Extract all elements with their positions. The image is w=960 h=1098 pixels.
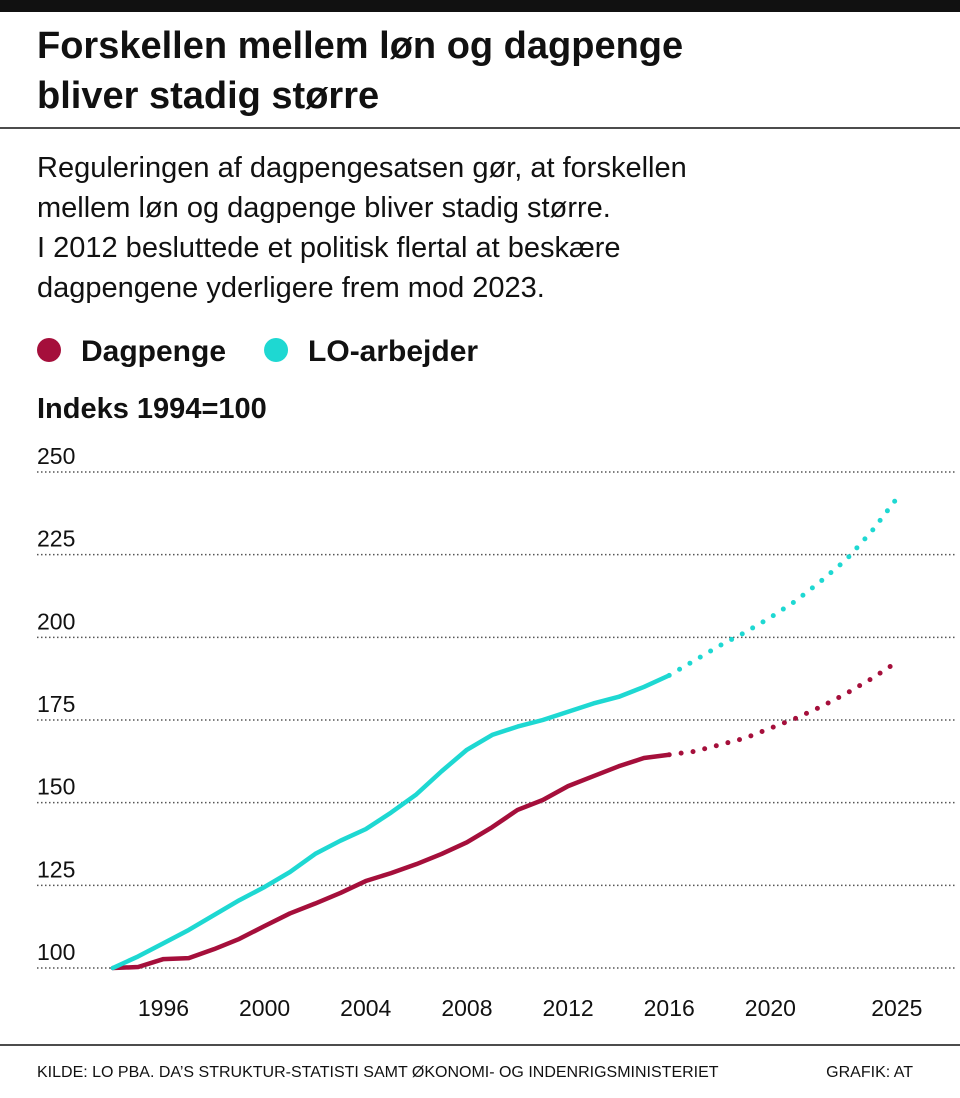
source: KILDE: LO PBA. DA’S STRUKTUR-STATISTI SA… xyxy=(37,1064,719,1081)
x-tick-label: 2020 xyxy=(745,995,796,1021)
subtitle: mellem løn og dagpenge bliver stadig stø… xyxy=(37,192,611,224)
subtitle: I 2012 besluttede et politisk flertal at… xyxy=(37,232,621,264)
legend-marker xyxy=(37,338,61,362)
y-tick-label: 200 xyxy=(37,608,75,634)
x-tick-label: 2012 xyxy=(542,995,593,1021)
y-tick-label: 175 xyxy=(37,691,75,717)
subtitle: Reguleringen af dagpengesatsen gør, at f… xyxy=(37,152,687,184)
chart-title: Forskellen mellem løn og dagpenge xyxy=(37,25,683,67)
x-tick-label: 2025 xyxy=(871,995,922,1021)
x-tick-label: 2008 xyxy=(441,995,492,1021)
y-axis-label: Indeks 1994=100 xyxy=(37,393,267,425)
x-tick-label: 2016 xyxy=(644,995,695,1021)
y-tick-label: 150 xyxy=(37,774,75,800)
legend-label: Dagpenge xyxy=(81,335,226,368)
y-tick-label: 250 xyxy=(37,443,75,469)
top-bar xyxy=(0,0,960,12)
x-tick-label: 1996 xyxy=(138,995,189,1021)
legend-marker xyxy=(264,338,289,362)
x-tick-label: 2004 xyxy=(340,995,391,1021)
data-line xyxy=(110,673,672,971)
chart-title: bliver stadig større xyxy=(37,75,379,117)
projection-line xyxy=(666,495,900,678)
credit: GRAFIK: AT xyxy=(826,1064,913,1081)
y-tick-label: 100 xyxy=(37,939,75,965)
x-tick-label: 2000 xyxy=(239,995,290,1021)
projection-line xyxy=(666,659,900,758)
subtitle: dagpengene yderligere frem mod 2023. xyxy=(37,272,545,304)
legend-label: LO-arbejder xyxy=(308,335,478,368)
data-line xyxy=(110,752,672,971)
y-tick-label: 225 xyxy=(37,526,75,552)
y-tick-label: 125 xyxy=(37,856,75,882)
